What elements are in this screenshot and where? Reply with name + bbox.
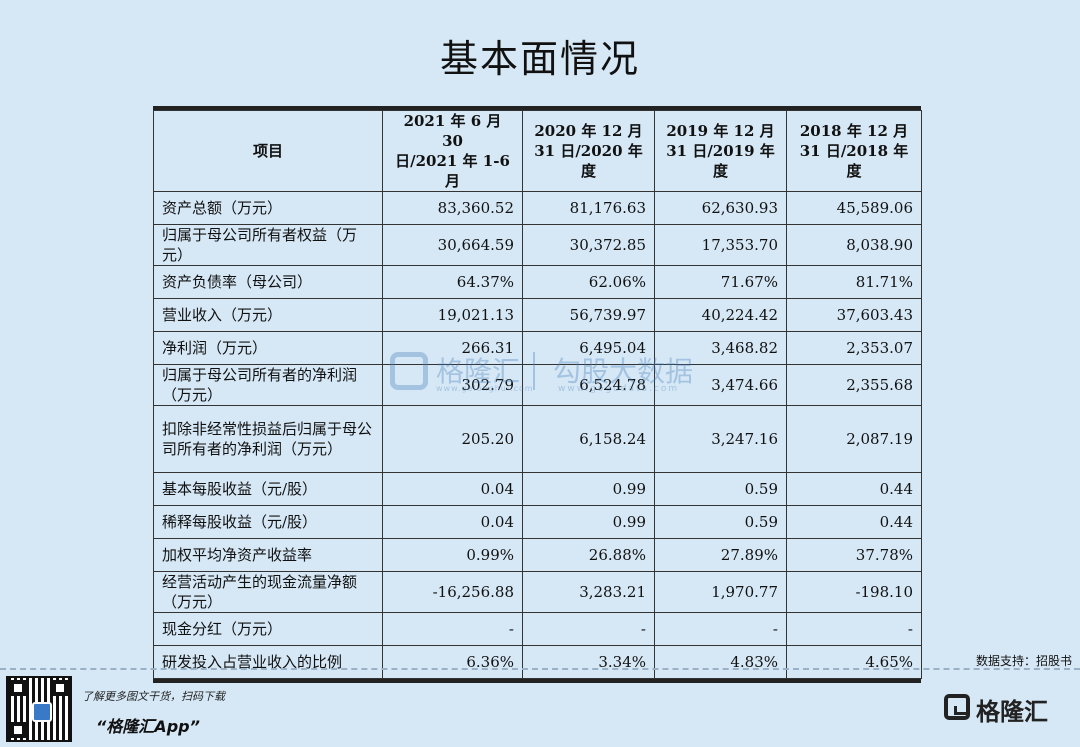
brand-name: 格隆汇 xyxy=(976,698,1048,726)
row-value: 37,603.43 xyxy=(786,298,922,332)
app-name: “格隆汇App” xyxy=(96,717,200,736)
row-value: 1,970.77 xyxy=(654,571,787,613)
row-label: 营业收入（万元） xyxy=(153,298,383,332)
row-value: - xyxy=(382,612,523,646)
row-value: 0.04 xyxy=(382,505,523,539)
row-value: 0.44 xyxy=(786,505,922,539)
row-value: 6,495.04 xyxy=(522,331,655,365)
table-row: 基本每股收益（元/股） 0.04 0.99 0.59 0.44 xyxy=(153,472,922,506)
brand-logo-icon xyxy=(944,694,970,720)
data-source-note: 数据支持：招股书 xyxy=(975,654,1072,668)
promo-text: 了解更多图文干货，扫码下载 xyxy=(82,690,225,703)
table-row: 加权平均净资产收益率 0.99% 26.88% 27.89% 37.78% xyxy=(153,538,922,572)
table-row: 扣除非经常性损益后归属于母公司所有者的净利润（万元） 205.20 6,158.24… xyxy=(153,405,922,473)
header-2020: 2020 年 12 月 31 日/2020 年度 xyxy=(522,110,655,192)
row-value: 17,353.70 xyxy=(654,224,787,266)
financial-table: 项目 2021 年 6 月 30 日/2021 年 1-6 月 2020 年 12… xyxy=(153,110,922,679)
row-value: 71.67% xyxy=(654,265,787,299)
row-value: 26.88% xyxy=(522,538,655,572)
row-value: 37.78% xyxy=(786,538,922,572)
row-label: 加权平均净资产收益率 xyxy=(153,538,383,572)
row-value: 0.99 xyxy=(522,472,655,506)
row-value: 27.89% xyxy=(654,538,787,572)
row-value: 2,087.19 xyxy=(786,405,922,473)
qr-code-icon[interactable] xyxy=(6,676,72,742)
row-label: 稀释每股收益（元/股） xyxy=(153,505,383,539)
row-value: 8,038.90 xyxy=(786,224,922,266)
row-label: 经营活动产生的现金流量净额（万元） xyxy=(153,571,383,613)
table-row: 经营活动产生的现金流量净额（万元） -16,256.88 3,283.21 1,970… xyxy=(153,571,922,613)
row-label: 资产总额（万元） xyxy=(153,191,383,225)
table-row: 资产负债率（母公司） 64.37% 62.06% 71.67% 81.71% xyxy=(153,265,922,299)
row-value: 3.34% xyxy=(522,645,655,679)
row-label: 基本每股收益（元/股） xyxy=(153,472,383,506)
row-value: 30,664.59 xyxy=(382,224,523,266)
row-value: 40,224.42 xyxy=(654,298,787,332)
row-label: 资产负债率（母公司） xyxy=(153,265,383,299)
row-label: 归属于母公司所有者的净利润（万元） xyxy=(153,364,383,406)
header-2019: 2019 年 12 月 31 日/2019 年度 xyxy=(654,110,787,192)
row-value: 2,353.07 xyxy=(786,331,922,365)
row-value: 62,630.93 xyxy=(654,191,787,225)
row-value: 3,474.66 xyxy=(654,364,787,406)
row-value: -198.10 xyxy=(786,571,922,613)
row-value: -16,256.88 xyxy=(382,571,523,613)
row-value: 0.99% xyxy=(382,538,523,572)
table-header-row: 项目 2021 年 6 月 30 日/2021 年 1-6 月 2020 年 12… xyxy=(153,110,922,192)
row-value: 83,360.52 xyxy=(382,191,523,225)
row-value: - xyxy=(786,612,922,646)
footer-divider xyxy=(0,668,1080,670)
table-row: 研发投入占营业收入的比例 6.36% 3.34% 4.83% 4.65% xyxy=(153,645,922,679)
row-value: 4.65% xyxy=(786,645,922,679)
row-value: 6,158.24 xyxy=(522,405,655,473)
table-row: 归属于母公司所有者的净利润（万元） 302.79 6,524.78 3,474.66 2… xyxy=(153,364,922,406)
row-value: 0.59 xyxy=(654,472,787,506)
row-value: 302.79 xyxy=(382,364,523,406)
row-value: 45,589.06 xyxy=(786,191,922,225)
row-value: 30,372.85 xyxy=(522,224,655,266)
row-value: 62.06% xyxy=(522,265,655,299)
row-value: 3,247.16 xyxy=(654,405,787,473)
row-value: 4.83% xyxy=(654,645,787,679)
header-2021h1: 2021 年 6 月 30 日/2021 年 1-6 月 xyxy=(382,110,523,192)
qr-logo-icon xyxy=(32,702,52,722)
row-value: 6.36% xyxy=(382,645,523,679)
row-value: 266.31 xyxy=(382,331,523,365)
row-value: 6,524.78 xyxy=(522,364,655,406)
row-label: 现金分红（万元） xyxy=(153,612,383,646)
row-label: 研发投入占营业收入的比例 xyxy=(153,645,383,679)
row-label: 归属于母公司所有者权益（万元） xyxy=(153,224,383,266)
row-value: 0.99 xyxy=(522,505,655,539)
row-value: 64.37% xyxy=(382,265,523,299)
row-value: 3,468.82 xyxy=(654,331,787,365)
table-row: 营业收入（万元） 19,021.13 56,739.97 40,224.42 37,60… xyxy=(153,298,922,332)
financial-table-container: 项目 2021 年 6 月 30 日/2021 年 1-6 月 2020 年 12… xyxy=(153,106,922,683)
page-title: 基本面情况 xyxy=(439,37,640,81)
row-value: 3,283.21 xyxy=(522,571,655,613)
row-value: 19,021.13 xyxy=(382,298,523,332)
row-label: 净利润（万元） xyxy=(153,331,383,365)
header-2018: 2018 年 12 月 31 日/2018 年度 xyxy=(786,110,922,192)
header-item: 项目 xyxy=(153,110,383,192)
row-value: - xyxy=(522,612,655,646)
row-value: 81.71% xyxy=(786,265,922,299)
row-label: 扣除非经常性损益后归属于母公司所有者的净利润（万元） xyxy=(153,405,383,473)
table-row: 资产总额（万元） 83,360.52 81,176.63 62,630.93 45,58… xyxy=(153,191,922,225)
row-value: 0.59 xyxy=(654,505,787,539)
row-value: 205.20 xyxy=(382,405,523,473)
row-value: 2,355.68 xyxy=(786,364,922,406)
row-value: 0.44 xyxy=(786,472,922,506)
row-value: 56,739.97 xyxy=(522,298,655,332)
table-row: 净利润（万元） 266.31 6,495.04 3,468.82 2,353.07 xyxy=(153,331,922,365)
table-row: 稀释每股收益（元/股） 0.04 0.99 0.59 0.44 xyxy=(153,505,922,539)
row-value: 0.04 xyxy=(382,472,523,506)
table-row: 现金分红（万元） - - - - xyxy=(153,612,922,646)
row-value: - xyxy=(654,612,787,646)
row-value: 81,176.63 xyxy=(522,191,655,225)
table-row: 归属于母公司所有者权益（万元） 30,664.59 30,372.85 17,353.… xyxy=(153,224,922,266)
